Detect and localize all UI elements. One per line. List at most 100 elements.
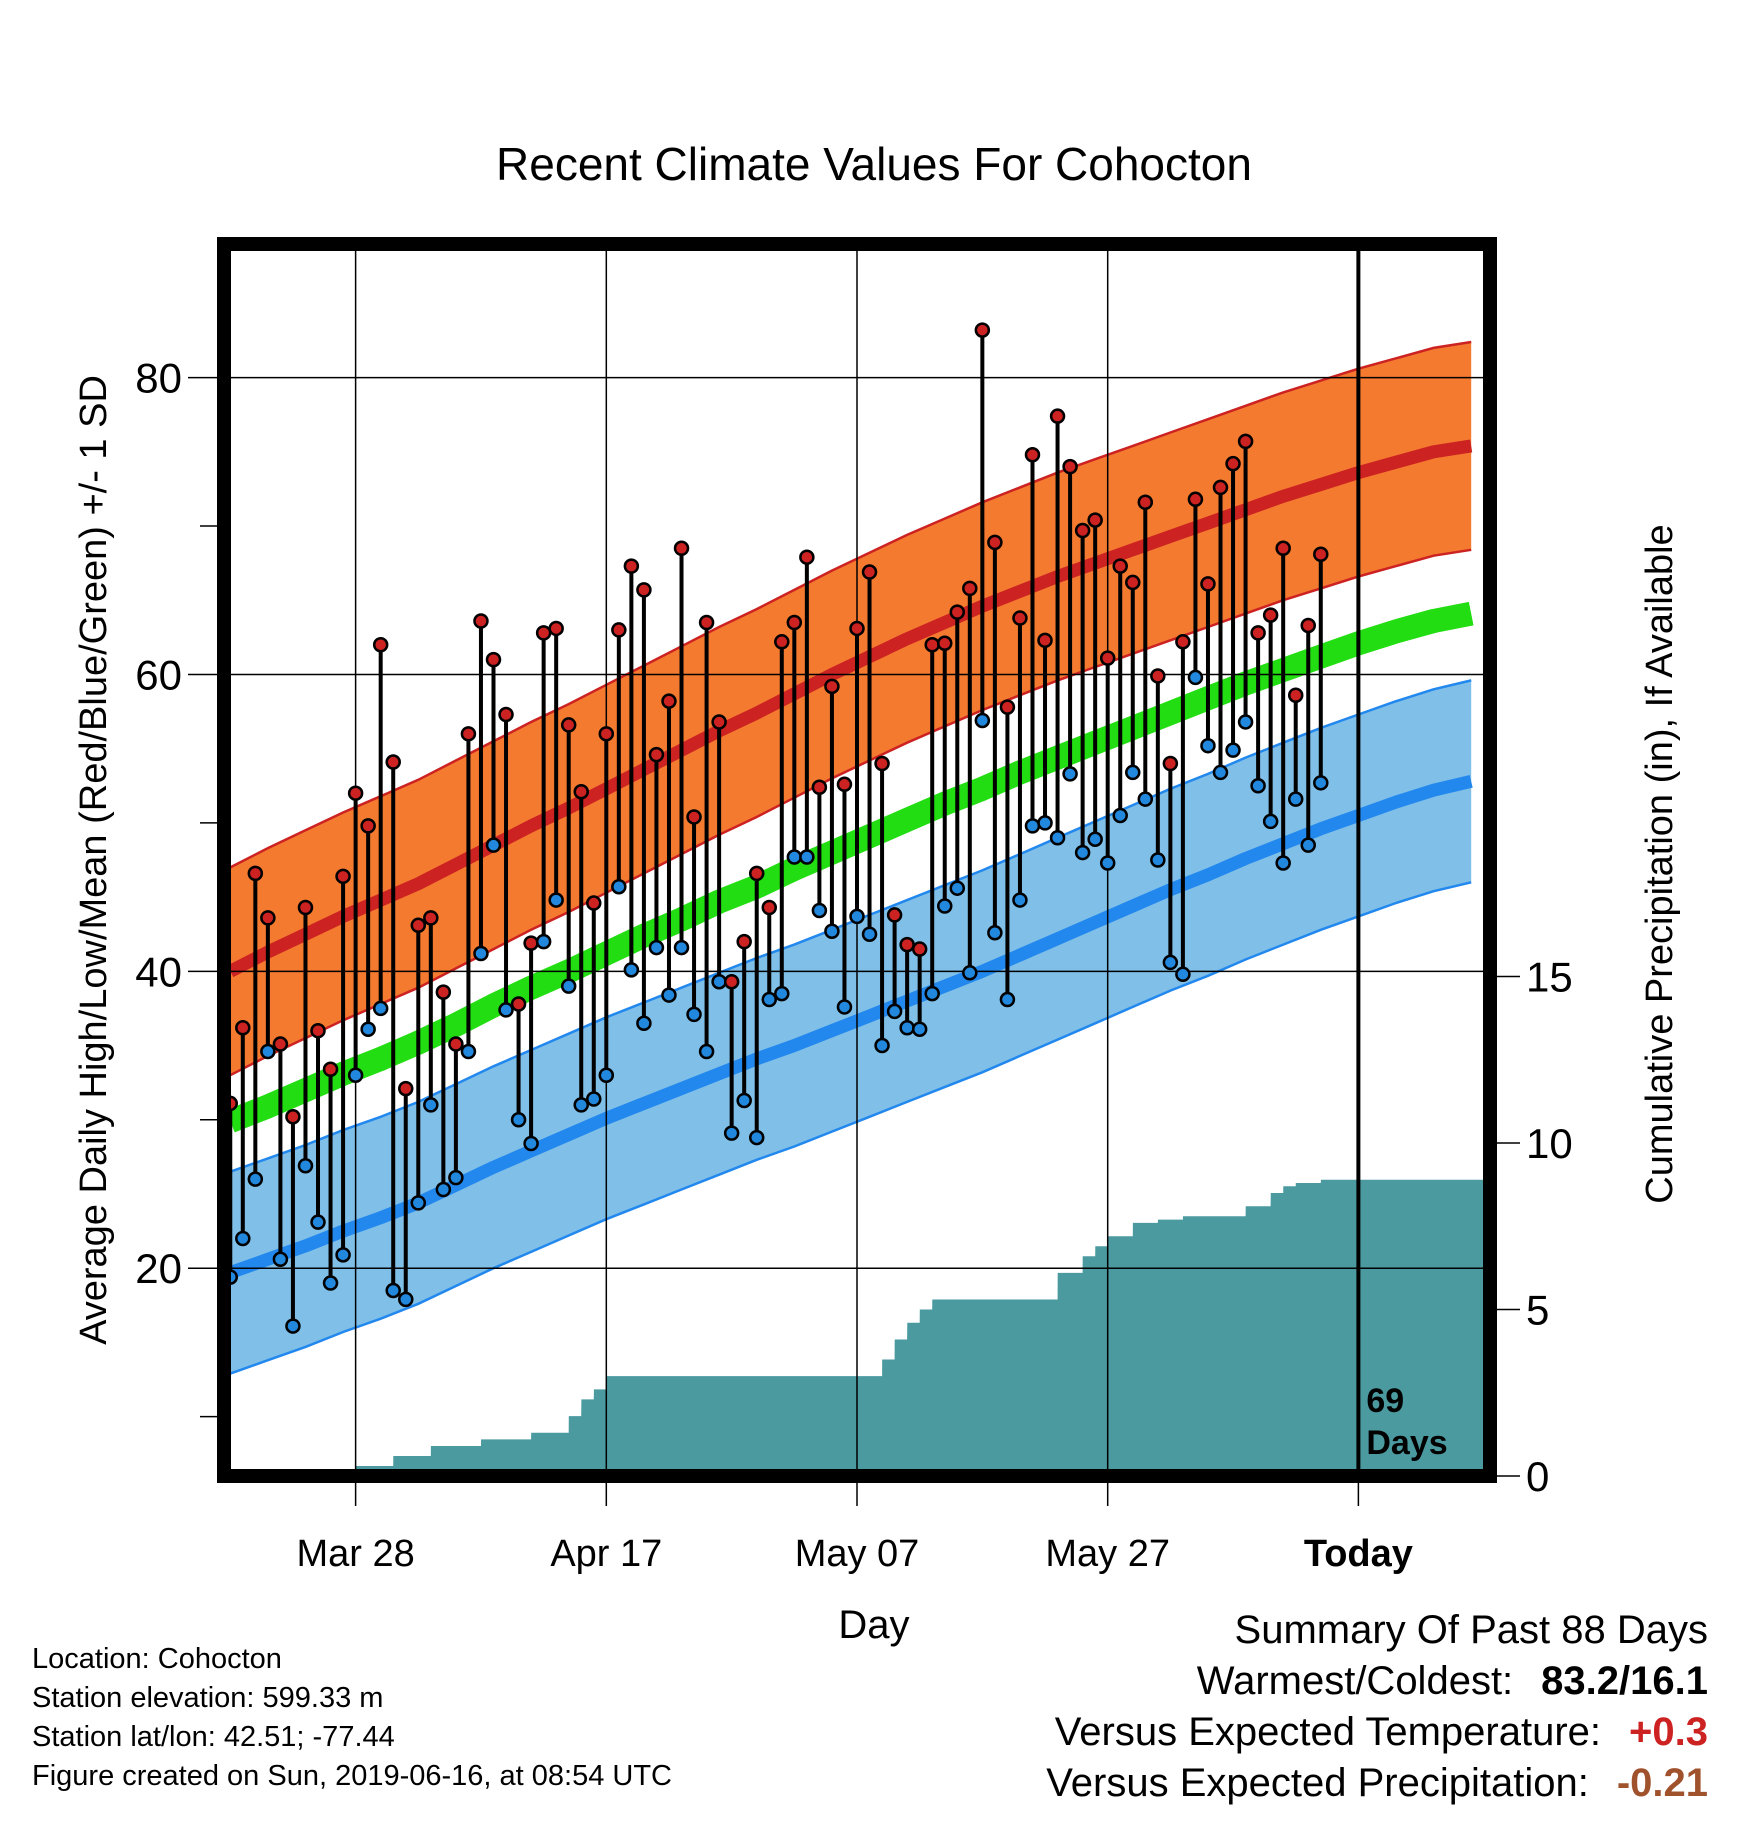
plot-frame [217,237,1497,1483]
low-point [811,902,828,919]
low-point [573,1097,589,1113]
high-point [1112,558,1128,574]
high-point [1150,668,1166,684]
low-point [235,1230,251,1247]
high-point [736,933,752,950]
high-point [347,785,364,801]
location-text: Location: Cohocton [32,1643,282,1675]
high-point [886,907,903,923]
low-point [398,1291,414,1308]
warmest-label: Warmest/Coldest: [1196,1659,1514,1703]
created-text: Figure created on Sun, 2019-06-16, at 08… [32,1760,672,1792]
low-point [1087,831,1103,847]
low-point [987,924,1003,941]
high-point [949,604,966,620]
low-point [1074,844,1091,861]
low-point [372,1000,389,1017]
high-point [623,558,640,574]
latlon-text: Station lat/lon: 42.51; -77.44 [32,1721,395,1753]
low-point [1049,829,1066,846]
high-point [1125,574,1141,591]
low-point [623,962,640,978]
low-point [385,1282,401,1299]
low-point [849,908,865,925]
y2-tick-label: 10 [1526,1120,1573,1167]
low-point [874,1037,890,1054]
low-point [535,933,552,950]
high-point [1037,632,1053,649]
high-point [611,622,627,638]
normal-low-band-edge [229,881,1472,1375]
today-days-label-line: Days [1366,1424,1447,1462]
low-point [485,837,502,853]
low-point [962,965,978,981]
high-point [247,865,264,882]
normal-high-line [227,439,1473,978]
low-point [1125,764,1141,781]
high-point [360,818,376,834]
low-point [924,985,940,1002]
high-point [535,625,552,641]
high-point [1087,512,1103,528]
high-point [761,899,778,916]
high-point [1162,755,1179,772]
high-point [936,635,953,652]
high-point [661,693,677,709]
low-point [1099,855,1116,871]
high-point [1200,576,1216,592]
low-point [774,985,790,1002]
low-point [310,1214,326,1230]
high-point [385,754,401,770]
low-point [272,1251,289,1268]
low-point [247,1171,264,1187]
high-point [698,614,715,631]
high-point [1049,408,1066,424]
low-point [824,923,840,939]
high-point [510,996,527,1012]
low-point [460,1043,477,1060]
high-point [460,726,477,742]
precip-value: -0.21 [1616,1761,1708,1805]
high-point [322,1061,339,1078]
normal-high-band-edge [229,548,1472,1077]
high-point [1313,546,1329,562]
summary-precip-row: Versus Expected Precipitation: -0.21 [1046,1758,1708,1809]
high-point [272,1036,289,1052]
high-point [711,714,727,730]
high-point [1237,433,1254,450]
high-point [586,895,602,911]
y2-axis-label: Cumulative Precipitation (in), If Availa… [1639,524,1681,1203]
elevation-text: Station elevation: 599.33 m [32,1682,384,1714]
low-point [360,1021,376,1037]
low-point [974,712,991,729]
low-point [999,991,1016,1008]
low-point [686,1006,702,1023]
high-point [874,755,890,772]
low-point [748,1129,765,1146]
high-point [235,1019,251,1036]
precip-area [230,1179,1484,1476]
low-point [347,1067,364,1083]
y-axis-label: Average Daily High/Low/Mean (Red/Blue/Gr… [73,375,115,1345]
low-point [586,1091,602,1107]
low-point [285,1318,301,1334]
high-point [723,973,740,990]
low-point [1162,954,1179,971]
low-point [936,898,953,914]
low-point [648,939,665,956]
high-point [974,322,991,338]
low-point [1237,714,1254,730]
high-point [410,917,427,934]
high-point [648,746,665,763]
high-point [285,1109,301,1125]
low-point [1287,791,1304,807]
high-point [836,776,853,793]
low-point [736,1092,752,1109]
low-point [1313,775,1329,791]
high-point [1225,455,1241,472]
normal-high-band [230,342,1472,1076]
low-point [1212,764,1229,781]
y2-tick-label: 0 [1526,1453,1549,1500]
low-point [1012,892,1028,908]
x-tick-label: May 07 [795,1533,920,1575]
